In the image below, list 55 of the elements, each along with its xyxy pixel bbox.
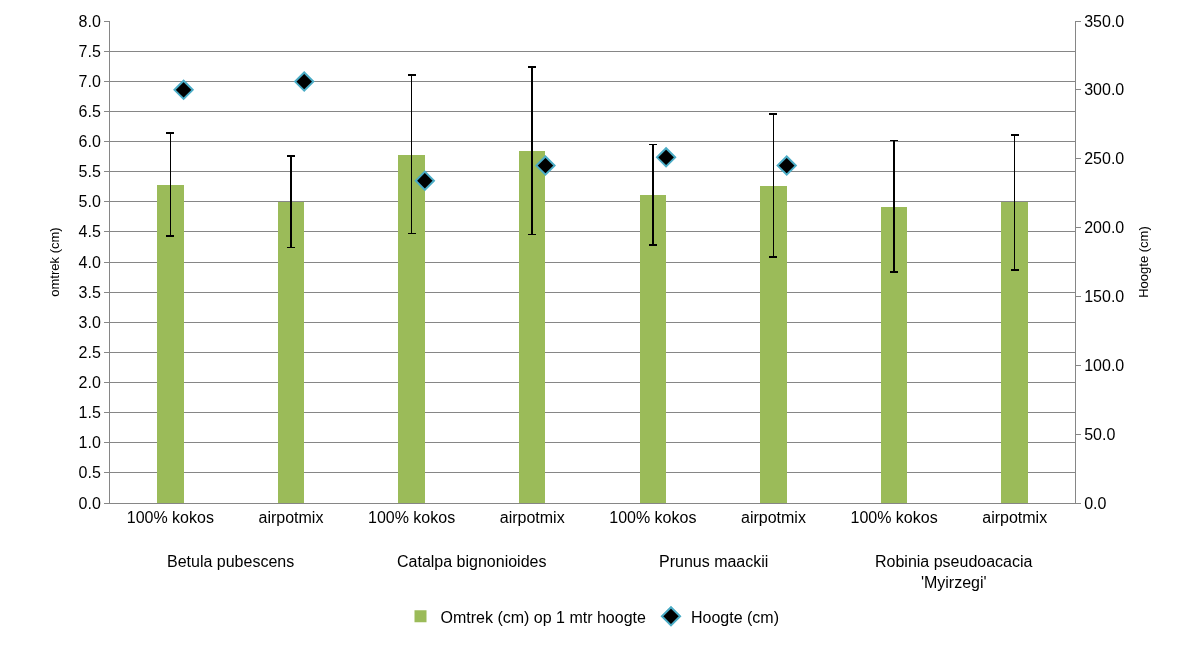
y2-tick-label: 100.0 xyxy=(1084,356,1125,374)
y-tick-label: 7.5 xyxy=(78,42,101,60)
legend-label: Hoogte (cm) xyxy=(690,608,780,626)
text: Catalpa bignonioides xyxy=(397,553,547,570)
y-tick-label: 7.0 xyxy=(78,72,101,90)
y-tick-label: 4.5 xyxy=(78,223,101,241)
y2-tick-label: 50.0 xyxy=(1084,425,1116,443)
bar xyxy=(1001,202,1028,503)
point xyxy=(655,147,677,168)
bar xyxy=(640,195,666,503)
point xyxy=(535,155,556,176)
x-tick-label: 100% kokos xyxy=(609,509,697,527)
y-tick-label: 0.0 xyxy=(78,494,101,512)
point xyxy=(414,170,435,191)
point xyxy=(776,155,797,176)
text: Betula pubescens xyxy=(167,553,295,570)
text: Prunus maackii xyxy=(659,553,769,570)
bar xyxy=(278,202,304,503)
x-tick-label: airpotmix xyxy=(740,509,806,527)
y-tick-label: 5.0 xyxy=(78,193,101,211)
y2-tick-label: 150.0 xyxy=(1084,288,1125,306)
bar xyxy=(519,151,545,503)
x-tick-label: airpotmix xyxy=(982,509,1048,527)
legend-label: Omtrek (cm) op 1 mtr hoogte xyxy=(440,608,646,626)
y-tick-label: 1.5 xyxy=(78,404,101,422)
bar xyxy=(398,155,425,503)
y-tick-label: 0.5 xyxy=(78,464,101,482)
y-tick-label: 6.5 xyxy=(78,102,101,120)
y-tick-label: 2.0 xyxy=(78,374,101,392)
bar xyxy=(157,185,184,503)
y2-tick-label: 300.0 xyxy=(1084,81,1125,99)
y-tick-label: 4.0 xyxy=(78,253,101,271)
x-tick-label: airpotmix xyxy=(258,509,324,527)
bar xyxy=(760,186,787,503)
y-tick-label: 2.5 xyxy=(78,343,101,361)
x-tick-label: airpotmix xyxy=(499,509,565,527)
y2-tick-label: 0.0 xyxy=(1084,494,1107,512)
y2-tick-label: 250.0 xyxy=(1084,150,1125,168)
y-tick-label: 3.5 xyxy=(78,283,101,301)
y2-tick-label: 350.0 xyxy=(1084,12,1125,30)
point xyxy=(173,79,194,100)
text: Robinia pseudoacacia 'Myirzegi' xyxy=(875,553,1033,591)
x-tick-label: 100% kokos xyxy=(126,509,214,527)
y-tick-label: 8.0 xyxy=(78,12,101,30)
y-tick-label: 5.5 xyxy=(78,163,101,181)
y-tick-label: 6.0 xyxy=(78,133,101,151)
y-tick-label: 1.0 xyxy=(78,434,101,452)
y2-axis-title: Hoogte (cm) xyxy=(1135,226,1151,298)
x-tick-label: 100% kokos xyxy=(850,509,938,527)
y-tick-label: 3.0 xyxy=(78,313,101,331)
y-axis-title: omtrek (cm) xyxy=(47,227,63,297)
point xyxy=(294,71,315,92)
y2-tick-label: 200.0 xyxy=(1084,219,1125,237)
x-tick-label: 100% kokos xyxy=(367,509,456,527)
bar xyxy=(881,207,907,503)
